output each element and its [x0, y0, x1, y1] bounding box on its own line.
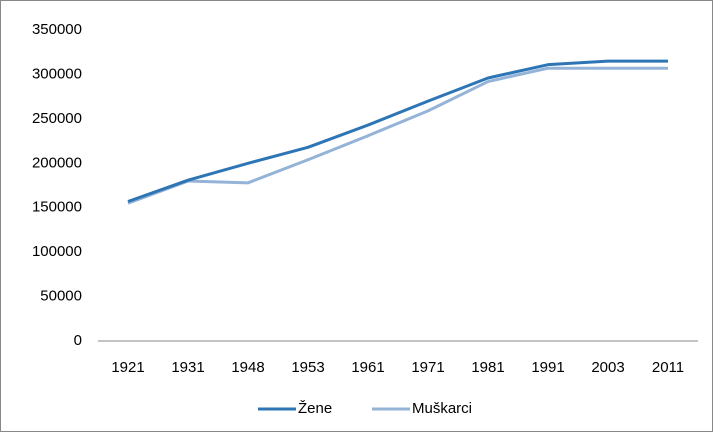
x-tick-label: 1931 — [171, 359, 204, 376]
x-tick-label: 1981 — [471, 359, 504, 376]
y-tick-label: 50000 — [40, 288, 82, 305]
y-tick-label: 150000 — [32, 199, 82, 216]
x-tick-label: 1991 — [531, 359, 564, 376]
y-tick-label: 350000 — [32, 21, 82, 38]
x-tick-label: 1971 — [411, 359, 444, 376]
y-tick-label: 100000 — [32, 243, 82, 260]
x-tick-label: 1921 — [111, 359, 144, 376]
legend-label: Žene — [298, 400, 332, 417]
y-tick-label: 300000 — [32, 65, 82, 82]
x-tick-label: 1948 — [231, 359, 264, 376]
legend-label: Muškarci — [412, 400, 472, 417]
x-tick-label: 1961 — [351, 359, 384, 376]
y-tick-label: 250000 — [32, 110, 82, 127]
x-tick-label: 2003 — [591, 359, 624, 376]
line-series — [127, 59, 668, 203]
y-tick-label: 0 — [74, 332, 82, 349]
line-series — [127, 66, 668, 205]
y-tick-label: 200000 — [32, 154, 82, 171]
x-tick-label: 1953 — [291, 359, 324, 376]
x-tick-label: 2011 — [652, 359, 684, 376]
